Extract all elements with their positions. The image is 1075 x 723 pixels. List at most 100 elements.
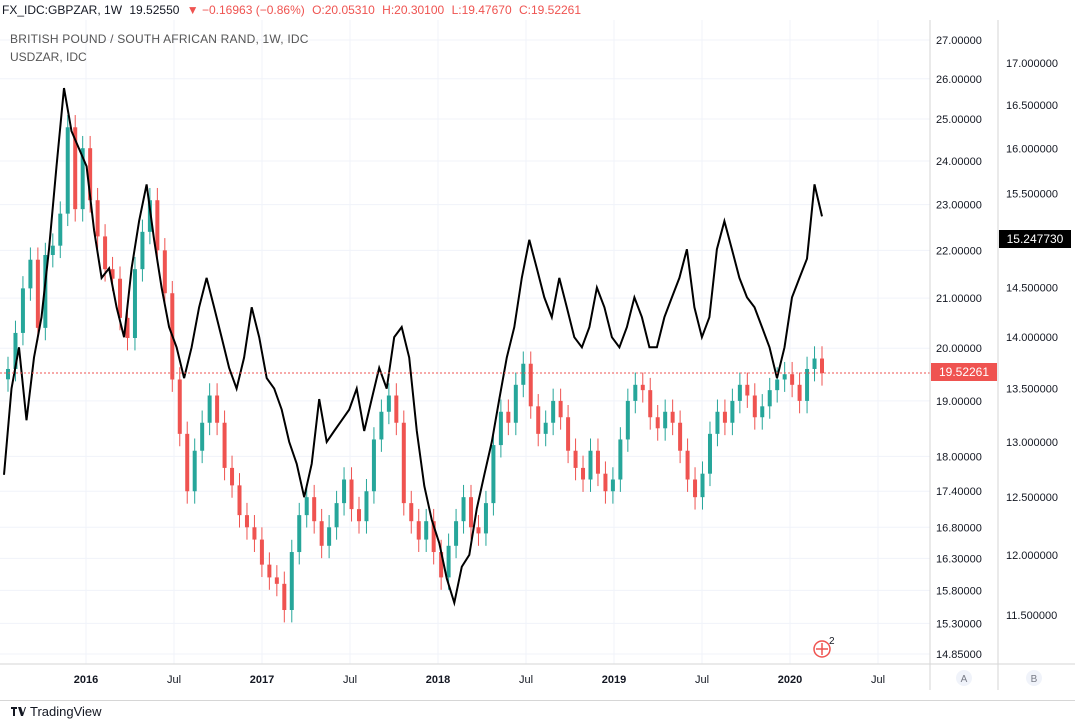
left-tick-label: 27.00000	[936, 35, 982, 47]
candle-body	[782, 374, 787, 380]
candle-body	[820, 358, 824, 374]
candle-body	[192, 450, 197, 492]
scale-b-label: B	[1031, 674, 1038, 685]
candle-body	[162, 250, 167, 294]
candle-body	[95, 200, 100, 237]
candle-body	[73, 127, 78, 210]
price-chart[interactable]: 27.00000 26.00000 25.00000 24.00000 23.00000…	[0, 0, 1075, 700]
candle-body	[603, 473, 608, 492]
candle-body	[685, 450, 690, 480]
left-tick-label: 16.80000	[936, 522, 982, 534]
usdzar-compare-line	[3, 87, 823, 607]
right-tick-label: 11.500000	[1006, 610, 1057, 622]
candle-body	[416, 521, 421, 540]
candle-body	[267, 564, 272, 578]
candle-body	[625, 400, 630, 440]
time-tick-label: Jul	[519, 674, 533, 686]
candle-body	[543, 422, 548, 434]
left-tick-label: 22.00000	[936, 245, 982, 257]
candle-body	[551, 400, 556, 423]
time-tick-label: Jul	[167, 674, 181, 686]
candle-body	[722, 411, 727, 423]
symbol-label[interactable]: FX_IDC:GBPZAR, 1W	[2, 3, 123, 17]
time-tick-label: 2020	[778, 674, 802, 686]
candle-body	[110, 269, 115, 279]
candle-body	[118, 278, 123, 318]
candle-body	[648, 390, 653, 418]
candle-body	[737, 384, 742, 401]
candle-body	[424, 521, 429, 540]
candle-body	[521, 363, 526, 385]
candle-body	[274, 577, 279, 584]
candles	[6, 115, 824, 623]
candle-body	[775, 379, 780, 391]
right-tick-label: 15.500000	[1006, 188, 1058, 200]
candle-body	[394, 395, 399, 423]
candle-body	[760, 406, 765, 418]
open-value: O:20.05310	[312, 3, 375, 17]
candle-body	[35, 259, 40, 328]
right-tick-label: 17.000000	[1006, 58, 1058, 70]
right-tick-label: 16.500000	[1006, 100, 1058, 112]
left-tick-label: 23.00000	[936, 200, 982, 212]
high-value: H:20.30100	[382, 3, 445, 17]
candle-body	[155, 200, 160, 251]
candle-body	[476, 527, 481, 534]
price-change: ▼ −0.16963 (−0.86%)	[186, 3, 305, 17]
candle-body	[252, 527, 257, 540]
candle-body	[536, 406, 541, 434]
right-tick-label: 14.500000	[1006, 283, 1058, 295]
candle-body	[491, 445, 496, 504]
auto-scale-button[interactable]	[956, 670, 972, 686]
left-tick-label: 15.30000	[936, 618, 982, 630]
candle-body	[88, 148, 93, 201]
candle-body	[140, 231, 145, 270]
candle-body	[700, 473, 705, 498]
right-tick-label: 16.000000	[1006, 144, 1058, 156]
candle-body	[558, 400, 563, 418]
left-tick-label: 24.00000	[936, 156, 982, 168]
candle-body	[469, 497, 474, 528]
candle-body	[693, 479, 698, 498]
candle-body	[349, 479, 354, 510]
candle-body	[13, 332, 18, 369]
scale-b-button[interactable]	[1026, 670, 1042, 686]
candle-body	[715, 411, 720, 434]
left-tick-label: 25.00000	[936, 114, 982, 126]
time-tick-label: 2016	[74, 674, 98, 686]
candle-body	[678, 422, 683, 451]
candle-body	[663, 411, 668, 429]
candle-body	[50, 245, 55, 256]
candle-body	[371, 439, 376, 492]
candle-body	[237, 485, 242, 516]
candle-body	[364, 491, 369, 522]
candle-body	[222, 422, 227, 468]
footer: TradingView	[0, 700, 1075, 723]
auto-scale-label: A	[961, 674, 968, 685]
right-tick-label: 12.500000	[1006, 492, 1058, 504]
candle-body	[185, 433, 190, 492]
candle-body	[297, 515, 302, 553]
left-tick-label: 16.30000	[936, 553, 982, 565]
right-tick-label: 13.500000	[1006, 384, 1058, 396]
candle-body	[207, 395, 212, 423]
candle-body	[581, 467, 586, 480]
left-tick-label: 26.00000	[936, 74, 982, 86]
tradingview-logo-icon	[11, 707, 26, 716]
candle-body	[58, 213, 63, 246]
right-tick-label: 12.000000	[1006, 550, 1058, 562]
time-tick-label: Jul	[343, 674, 357, 686]
candle-body	[633, 384, 638, 401]
candle-body	[244, 515, 249, 528]
candle-body	[259, 539, 264, 565]
candle-body	[670, 411, 675, 423]
last-price: 19.52550	[129, 3, 180, 17]
brand[interactable]: TradingView	[10, 704, 102, 719]
candle-body	[80, 148, 85, 210]
candle-body	[20, 288, 25, 333]
candle-body	[401, 422, 406, 504]
candle-body	[304, 497, 309, 516]
candle-body	[319, 521, 324, 546]
time-tick-label: 2019	[602, 674, 626, 686]
